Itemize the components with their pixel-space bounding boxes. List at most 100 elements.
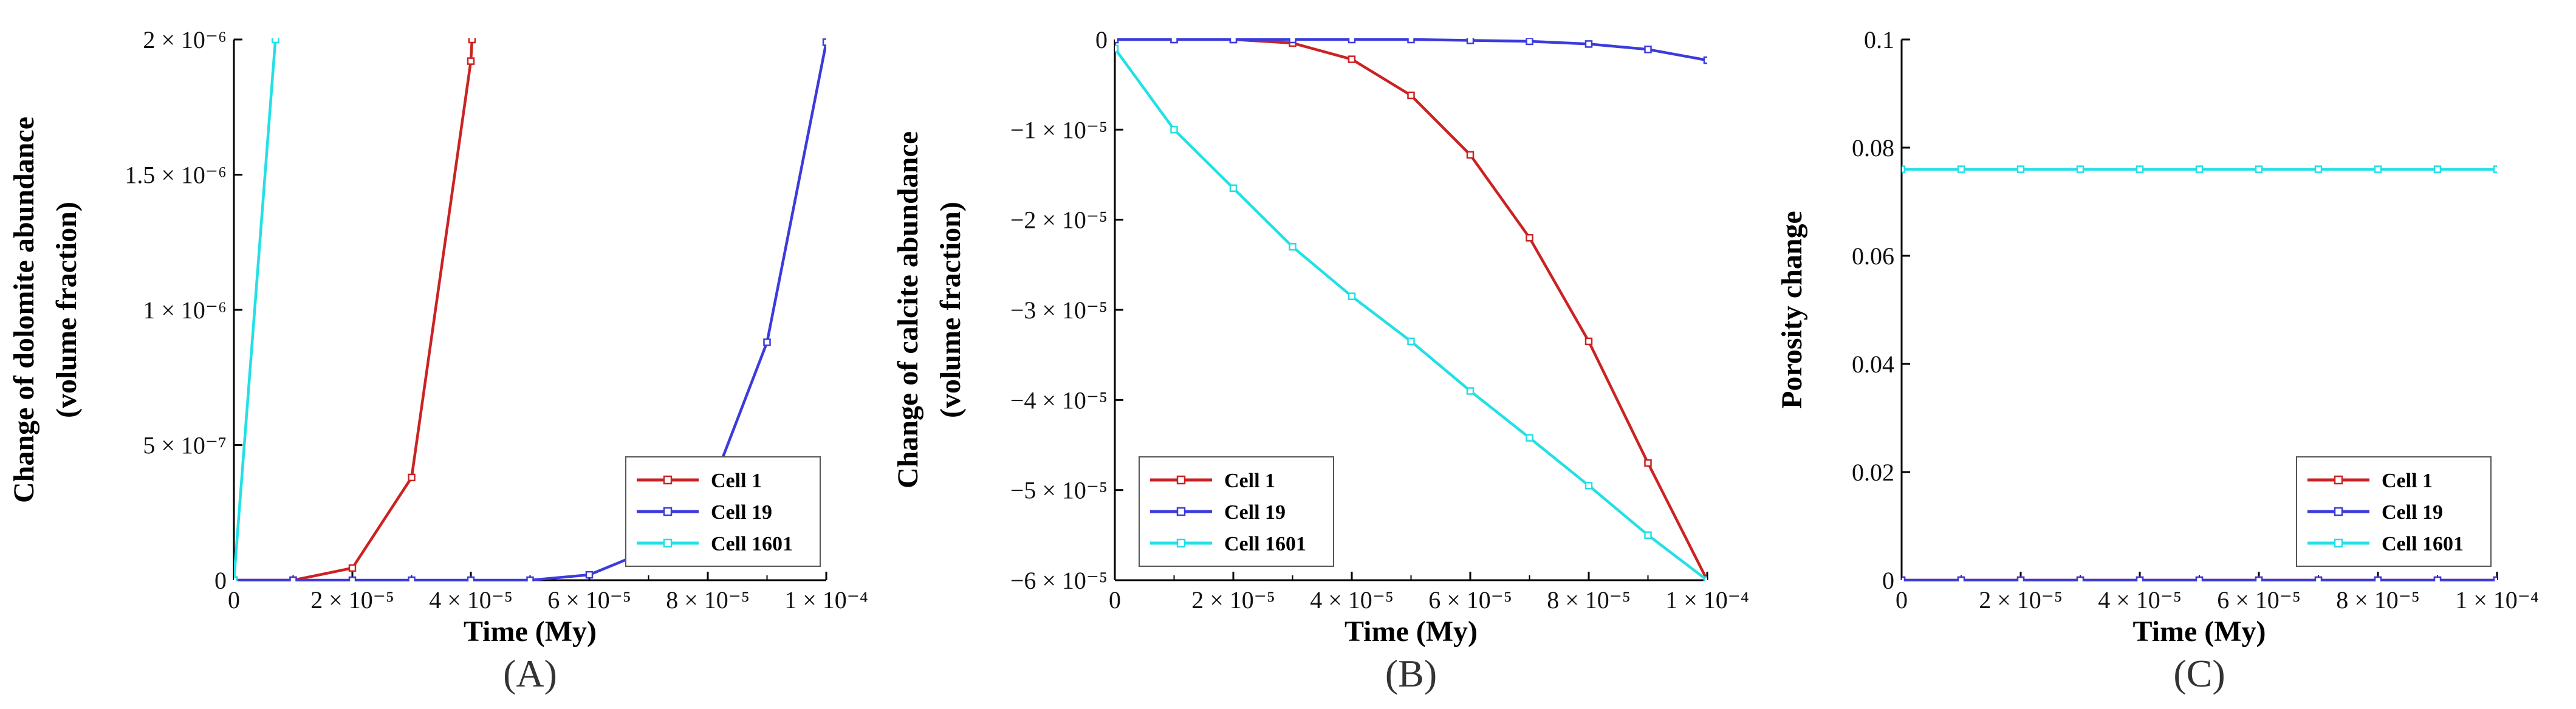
data-point	[2136, 576, 2144, 581]
data-point	[272, 38, 279, 44]
y-tick-label: 5 × 10⁻⁷	[143, 432, 227, 459]
data-point	[1902, 165, 1906, 173]
chart-panel-1: 0 2 × 10⁻⁵ 4 × 10⁻⁵ 6 × 10⁻⁵ 8 × 10⁻⁵ 1 × 10⁻…	[8, 26, 868, 695]
panel-label: (B)	[1385, 652, 1437, 695]
legend-swatch-marker	[2334, 507, 2343, 516]
legend-swatch-marker	[1176, 507, 1186, 516]
data-point	[2433, 576, 2442, 581]
data-point	[408, 576, 416, 581]
data-point	[1526, 234, 1533, 242]
data-point	[408, 473, 416, 482]
y-tick-label: −5 × 10⁻⁵	[1010, 477, 1108, 504]
chart-panel-3: 0 2 × 10⁻⁵ 4 × 10⁻⁵ 6 × 10⁻⁵ 8 × 10⁻⁵ 1 × 10⁻…	[1776, 26, 2539, 695]
data-point	[1902, 576, 1906, 581]
x-axis-title: Time (My)	[464, 615, 597, 648]
y-tick-label: 0.04	[1852, 351, 1894, 378]
chart-panel-2: 0 2 × 10⁻⁵ 4 × 10⁻⁵ 6 × 10⁻⁵ 8 × 10⁻⁵ 1 × 10⁻…	[892, 26, 1749, 695]
x-tick-label: 4 × 10⁻⁵	[429, 586, 513, 614]
legend-swatch-marker	[2334, 475, 2343, 485]
data-point	[1526, 434, 1533, 442]
data-point	[2255, 576, 2263, 581]
data-point	[1289, 38, 1297, 44]
legend-swatch-marker	[663, 507, 673, 516]
legend-swatch-marker	[1176, 475, 1186, 485]
y-tick-label: 0	[1095, 26, 1108, 53]
data-point	[348, 576, 357, 581]
data-point	[1466, 38, 1475, 44]
y-axis-title-line2: (volume fraction)	[50, 202, 83, 418]
series-line-cell-1601	[234, 39, 277, 581]
x-axis-title: Time (My)	[1345, 615, 1478, 648]
x-tick-label: 4 × 10⁻⁵	[1310, 586, 1394, 614]
legend-label: Cell 1	[2382, 470, 2433, 492]
y-tick-label: −6 × 10⁻⁵	[1010, 567, 1108, 594]
data-point	[1703, 576, 1707, 581]
x-tick-label: 6 × 10⁻⁵	[2217, 586, 2301, 614]
data-point	[468, 38, 476, 44]
data-point	[1957, 165, 1965, 173]
data-point	[234, 576, 238, 581]
data-point	[2314, 165, 2323, 173]
y-tick-label: −2 × 10⁻⁵	[1010, 207, 1108, 234]
x-axis-title: Time (My)	[2132, 615, 2266, 648]
data-point	[348, 564, 357, 572]
data-point	[2493, 576, 2497, 581]
legend-label: Cell 1601	[711, 533, 793, 555]
x-tick-label: 0	[228, 586, 240, 614]
series-group	[1115, 38, 1707, 581]
data-point	[763, 338, 771, 346]
y-tick-label: −3 × 10⁻⁵	[1010, 296, 1108, 324]
y-axis-title: Change of calcite abundance	[892, 131, 924, 488]
data-point	[2493, 165, 2497, 173]
data-point	[1348, 55, 1356, 63]
data-point	[2195, 576, 2204, 581]
data-point	[2433, 165, 2442, 173]
x-tick-label: 6 × 10⁻⁵	[547, 586, 631, 614]
data-point	[1348, 292, 1356, 300]
data-point	[467, 57, 475, 65]
y-tick-label: 0.06	[1852, 242, 1894, 270]
y-tick-label: 0	[214, 567, 227, 594]
x-tick-label: 2 × 10⁻⁵	[1979, 586, 2063, 614]
y-axis-title: Change of dolomite abundance	[8, 117, 40, 503]
data-point	[1466, 387, 1475, 395]
x-tick-label: 8 × 10⁻⁵	[2336, 586, 2420, 614]
y-tick-label: 0.08	[1852, 134, 1894, 162]
data-point	[1229, 184, 1238, 192]
x-tick-label: 1 × 10⁻⁴	[2455, 586, 2539, 614]
data-point	[1170, 126, 1178, 134]
y-tick-label: 0	[1882, 567, 1894, 594]
data-point	[585, 570, 594, 579]
legend-swatch-marker	[663, 475, 673, 485]
y-tick-label: 0.02	[1852, 459, 1894, 486]
data-point	[2255, 165, 2263, 173]
data-point	[2374, 165, 2382, 173]
data-point	[1170, 38, 1178, 44]
panel-label: (C)	[2173, 652, 2225, 695]
legend: Cell 1 Cell 19 Cell 1601	[1139, 456, 1334, 567]
legend: Cell 1 Cell 19 Cell 1601	[2296, 456, 2492, 567]
legend-label: Cell 19	[711, 501, 772, 524]
data-point	[1229, 38, 1238, 44]
data-point	[822, 38, 826, 46]
legend-label: Cell 19	[1224, 501, 1286, 524]
data-point	[526, 576, 534, 581]
data-point	[289, 576, 297, 581]
data-point	[2195, 165, 2204, 173]
data-point	[2076, 576, 2084, 581]
data-point	[1407, 91, 1415, 100]
y-axis-title: Porosity change	[1776, 211, 1808, 409]
data-point	[1584, 40, 1593, 48]
data-point	[2374, 576, 2382, 581]
x-tick-label: 8 × 10⁻⁵	[666, 586, 750, 614]
series-group	[1902, 165, 2497, 581]
data-point	[1584, 337, 1593, 346]
data-point	[1644, 531, 1652, 539]
y-tick-label: 2 × 10⁻⁶	[143, 26, 227, 53]
x-tick-label: 2 × 10⁻⁵	[1191, 586, 1275, 614]
data-point	[2076, 165, 2084, 173]
legend-label: Cell 1	[1224, 470, 1275, 492]
x-tick-label: 6 × 10⁻⁵	[1428, 586, 1512, 614]
legend-label: Cell 1601	[2382, 533, 2464, 555]
x-tick-label: 1 × 10⁻⁴	[1665, 586, 1749, 614]
